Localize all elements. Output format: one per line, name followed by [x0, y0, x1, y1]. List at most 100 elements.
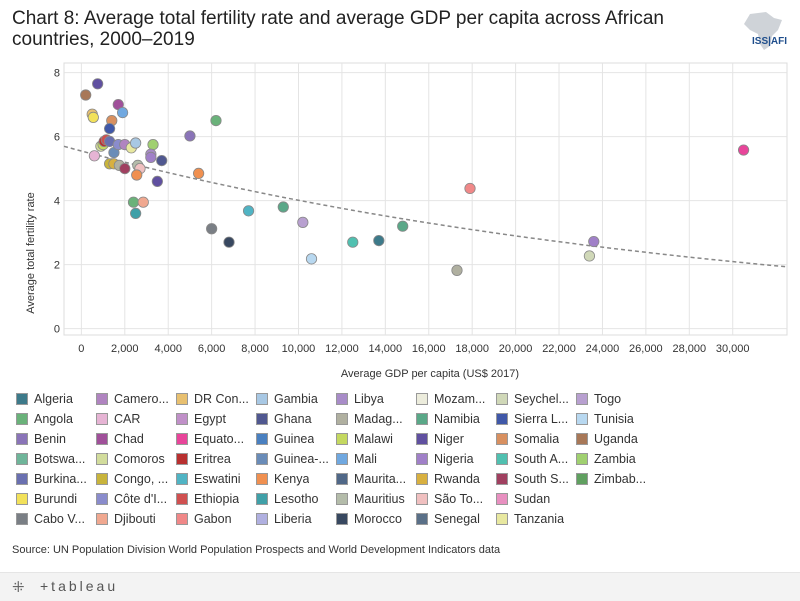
legend-item[interactable]: Togo [576, 389, 621, 409]
legend-item[interactable]: Maurita... [336, 469, 406, 489]
legend-item[interactable]: Liberia [256, 509, 312, 529]
legend-item[interactable]: Côte d'I... [96, 489, 167, 509]
legend-swatch [416, 473, 428, 485]
legend-item[interactable]: Zambia [576, 449, 636, 469]
legend-item[interactable]: Malawi [336, 429, 393, 449]
data-point[interactable] [145, 151, 157, 164]
data-point[interactable] [464, 182, 476, 195]
legend-item[interactable]: Zimbab... [576, 469, 646, 489]
legend-item[interactable]: Benin [16, 429, 66, 449]
legend-label: Djibouti [114, 512, 156, 526]
legend-swatch [496, 433, 508, 445]
legend-item[interactable]: Djibouti [96, 509, 156, 529]
legend-item[interactable]: Cabo V... [16, 509, 85, 529]
legend-item[interactable]: Morocco [336, 509, 402, 529]
data-point[interactable] [373, 235, 385, 247]
legend-item[interactable]: Niger [416, 429, 464, 449]
legend-item[interactable]: Lesotho [256, 489, 318, 509]
legend-item[interactable]: Botswa... [16, 449, 85, 469]
legend-item[interactable]: Mauritius [336, 489, 405, 509]
legend-item[interactable]: Tanzania [496, 509, 564, 529]
legend-item[interactable]: South S... [496, 469, 569, 489]
legend-item[interactable]: Camero... [96, 389, 169, 409]
data-point[interactable] [147, 139, 159, 151]
data-point[interactable] [130, 137, 142, 149]
scatter-chart[interactable]: 0 2,000 4,000 6,000 8,000 10,000 12,000 14,000 1… [0, 55, 800, 385]
legend-item[interactable]: Eritrea [176, 449, 231, 469]
legend-item[interactable]: Egypt [176, 409, 226, 429]
x-tick-label: 8,000 [241, 343, 269, 355]
data-point[interactable] [80, 89, 92, 101]
data-point[interactable] [242, 205, 255, 217]
legend-item[interactable]: São To... [416, 489, 483, 509]
tableau-cross-icon[interactable]: ⁜ [12, 579, 25, 596]
legend-item[interactable]: Algeria [16, 389, 73, 409]
data-point[interactable] [210, 114, 222, 127]
legend-item[interactable]: Comoros [96, 449, 165, 469]
data-point[interactable] [92, 78, 104, 90]
data-point[interactable] [131, 169, 143, 181]
legend-item[interactable]: Uganda [576, 429, 638, 449]
legend-label: Camero... [114, 392, 169, 406]
legend-item[interactable]: Libya [336, 389, 384, 409]
legend-label: Morocco [354, 512, 402, 526]
data-point[interactable] [117, 106, 129, 119]
data-point[interactable] [737, 144, 750, 156]
legend-item[interactable]: Equato... [176, 429, 244, 449]
data-point[interactable] [397, 220, 409, 232]
data-point[interactable] [119, 163, 131, 175]
data-point[interactable] [137, 196, 149, 208]
legend-item[interactable]: Mali [336, 449, 377, 469]
data-point[interactable] [130, 207, 142, 219]
data-point[interactable] [277, 201, 289, 213]
legend-item[interactable]: Burkina... [16, 469, 87, 489]
data-point[interactable] [347, 236, 359, 248]
data-point[interactable] [127, 196, 140, 208]
legend-item[interactable]: Guinea [256, 429, 314, 449]
legend-item[interactable]: Burundi [16, 489, 77, 509]
legend-item[interactable]: Senegal [416, 509, 480, 529]
data-point[interactable] [87, 111, 99, 124]
legend-item[interactable]: Angola [16, 409, 73, 429]
data-point[interactable] [156, 155, 168, 167]
data-point[interactable] [451, 264, 463, 276]
legend-label: Seychel... [514, 392, 569, 406]
data-point[interactable] [184, 130, 196, 142]
legend-item[interactable]: Chad [96, 429, 144, 449]
legend-item[interactable]: Gambia [256, 389, 318, 409]
legend-item[interactable]: Guinea-... [256, 449, 329, 469]
data-point[interactable] [223, 236, 235, 248]
data-point[interactable] [88, 150, 100, 162]
legend-item[interactable]: Congo, ... [96, 469, 168, 489]
legend-item[interactable]: Madag... [336, 409, 403, 429]
legend-item[interactable]: Sudan [496, 489, 550, 509]
data-point[interactable] [588, 235, 600, 248]
data-point[interactable] [583, 250, 596, 262]
data-point[interactable] [297, 216, 309, 228]
legend-item[interactable]: Kenya [256, 469, 309, 489]
legend-item[interactable]: Ghana [256, 409, 312, 429]
legend-item[interactable]: Eswatini [176, 469, 241, 489]
data-point[interactable] [103, 123, 116, 135]
legend-item[interactable]: Seychel... [496, 389, 569, 409]
legend-swatch [176, 453, 188, 465]
legend-item[interactable]: CAR [96, 409, 140, 429]
data-point[interactable] [305, 253, 318, 265]
data-point[interactable] [151, 175, 163, 188]
legend-label: Cabo V... [34, 512, 85, 526]
legend-swatch [96, 473, 108, 485]
tableau-brand[interactable]: +tableau [40, 578, 119, 594]
legend-item[interactable]: Mozam... [416, 389, 485, 409]
data-point[interactable] [193, 167, 205, 180]
legend-item[interactable]: Nigeria [416, 449, 474, 469]
legend-item[interactable]: Ethiopia [176, 489, 239, 509]
legend-item[interactable]: Tunisia [576, 409, 634, 429]
legend-item[interactable]: Rwanda [416, 469, 480, 489]
legend-item[interactable]: Somalia [496, 429, 559, 449]
legend-item[interactable]: DR Con... [176, 389, 249, 409]
legend-item[interactable]: Sierra L... [496, 409, 568, 429]
data-point[interactable] [206, 223, 218, 235]
legend-item[interactable]: Gabon [176, 509, 232, 529]
legend-item[interactable]: South A... [496, 449, 568, 469]
legend-item[interactable]: Namibia [416, 409, 480, 429]
